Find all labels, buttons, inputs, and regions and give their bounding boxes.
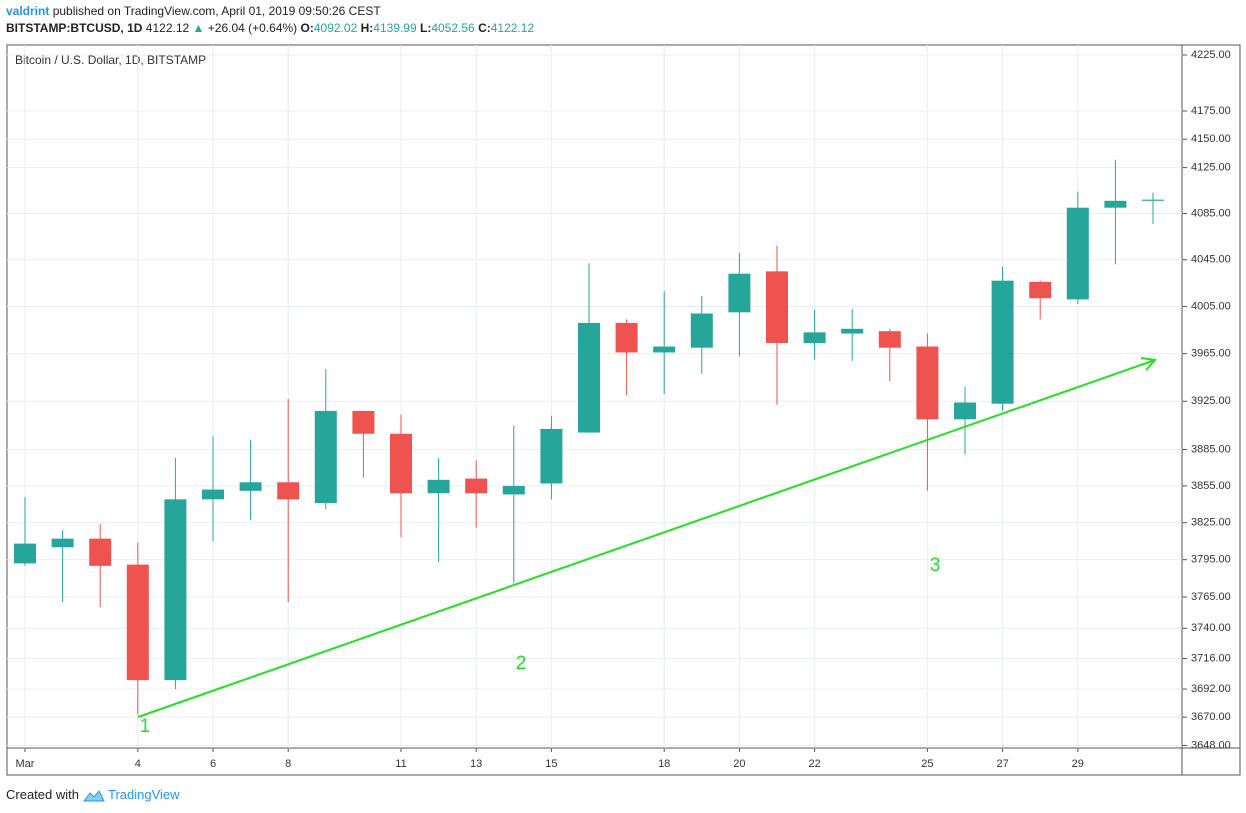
y-tick-label: 3670.00 (1191, 711, 1231, 723)
logo (82, 789, 105, 802)
y-tick-label: 3855.00 (1191, 480, 1231, 492)
l-label: L: (420, 21, 432, 35)
y-tick-label: 3795.00 (1191, 554, 1231, 566)
candle-body (1104, 200, 1127, 208)
x-tick-label: 4 (135, 758, 141, 770)
created-with: Created with (6, 787, 79, 802)
change: +26.04 (+0.64%) (207, 21, 298, 35)
footer: Created with TradingView (6, 787, 180, 802)
x-tick-label: 11 (395, 758, 406, 770)
candle-body (878, 331, 901, 348)
x-tick-label: 18 (658, 758, 670, 770)
candle-body (314, 410, 337, 504)
candle-body (991, 280, 1014, 404)
y-tick-label: 3765.00 (1191, 591, 1231, 603)
o-label: O: (300, 21, 314, 35)
o-value: 4092.02 (313, 21, 358, 35)
candle-body (202, 489, 224, 500)
annotation: 2 (516, 653, 527, 674)
candle-body (89, 538, 112, 566)
author[interactable]: valdrint (6, 4, 50, 18)
y-tick-label: 4150.00 (1191, 133, 1231, 145)
trendline (137, 359, 1156, 718)
candle-body (352, 410, 375, 434)
h-value: 4139.99 (373, 21, 417, 35)
frame (6, 44, 1241, 776)
last-price: 4122.12 (145, 21, 190, 35)
x-tick-label: 6 (210, 758, 216, 770)
x-tick-label: 8 (285, 758, 291, 770)
candle-body (502, 485, 525, 495)
x-tick-label: Mar (16, 758, 35, 770)
candle-body (390, 433, 412, 494)
y-tick-label: 4045.00 (1191, 254, 1231, 266)
annotation: 1 (140, 716, 151, 737)
candle-body (916, 346, 939, 420)
y-tick-label: 4005.00 (1191, 300, 1231, 312)
candle-body (803, 332, 826, 343)
candle-body (690, 313, 713, 348)
l-value: 4052.56 (431, 21, 475, 35)
published-text: published on TradingView.com, April 01, … (52, 4, 381, 18)
candle-body (51, 538, 74, 548)
y-tick-label: 4085.00 (1191, 207, 1231, 219)
x-tick-label: 27 (996, 758, 1008, 770)
brand[interactable]: TradingView (108, 787, 180, 802)
candle-body (728, 273, 751, 313)
candle-body (277, 482, 300, 500)
y-tick-label: 4225.00 (1191, 49, 1231, 61)
candle-body (766, 271, 788, 343)
y-tick-label: 3925.00 (1191, 395, 1231, 407)
y-tick-label: 3885.00 (1191, 443, 1231, 455)
y-tick-label: 4125.00 (1191, 162, 1231, 174)
candle-body (578, 322, 600, 433)
header-line: valdrint published on TradingView.com, A… (6, 4, 381, 18)
candle-body (465, 478, 488, 494)
change-arrow: ▲ (192, 21, 205, 35)
candle-body (427, 479, 450, 494)
chart: Bitcoin / U.S. Dollar, 1D, BITSTAMP Mar 4… (6, 44, 1241, 776)
candle-body (653, 346, 676, 353)
c-value: 4122.12 (490, 21, 535, 35)
candle-body (126, 564, 149, 681)
y-tick-label: 3648.00 (1191, 739, 1231, 751)
x-tick-label: 20 (733, 758, 745, 770)
candle-body (1066, 207, 1089, 300)
x-tick-label: 29 (1072, 758, 1084, 770)
x-tick-label: 15 (545, 758, 557, 770)
y-tick-label: 3965.00 (1191, 348, 1231, 360)
y-tick-label: 3825.00 (1191, 517, 1231, 529)
x-tick-label: 22 (808, 758, 820, 770)
candle-body (239, 482, 262, 491)
y-tick-label: 4175.00 (1191, 105, 1231, 117)
candle-body (14, 543, 36, 564)
candle-body (540, 428, 563, 484)
symbol-line: BITSTAMP:BTCUSD, 1D 4122.12 ▲ +26.04 (+0… (6, 21, 534, 35)
candle-body (841, 328, 864, 334)
y-tick-label: 3716.00 (1191, 652, 1231, 664)
trendline-arrow (1140, 357, 1157, 371)
symbol: BITSTAMP:BTCUSD, 1D (6, 21, 143, 35)
h-label: H: (360, 21, 374, 35)
c-label: C: (478, 21, 491, 35)
annotation: 3 (930, 555, 941, 576)
candle-body (1029, 281, 1052, 299)
candle-body (615, 322, 638, 353)
candle-body (164, 499, 187, 681)
x-tick-label: 25 (921, 758, 933, 770)
y-tick-label: 3692.00 (1191, 683, 1231, 695)
candle-body (1142, 199, 1164, 201)
x-tick-label: 13 (470, 758, 482, 770)
y-tick-label: 3740.00 (1191, 622, 1231, 634)
candle-body (954, 402, 976, 420)
chart-title: Bitcoin / U.S. Dollar, 1D, BITSTAMP (15, 53, 206, 67)
